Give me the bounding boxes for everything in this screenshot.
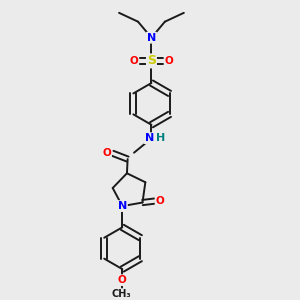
Text: H: H [155, 133, 165, 143]
Text: S: S [147, 54, 156, 68]
Text: N: N [145, 133, 154, 143]
Text: O: O [164, 56, 173, 66]
Text: O: O [155, 196, 164, 206]
Text: CH₃: CH₃ [111, 289, 131, 299]
Text: O: O [102, 148, 111, 158]
Text: N: N [147, 33, 156, 43]
Text: O: O [130, 56, 138, 66]
Text: N: N [118, 201, 127, 211]
Text: O: O [118, 275, 127, 285]
